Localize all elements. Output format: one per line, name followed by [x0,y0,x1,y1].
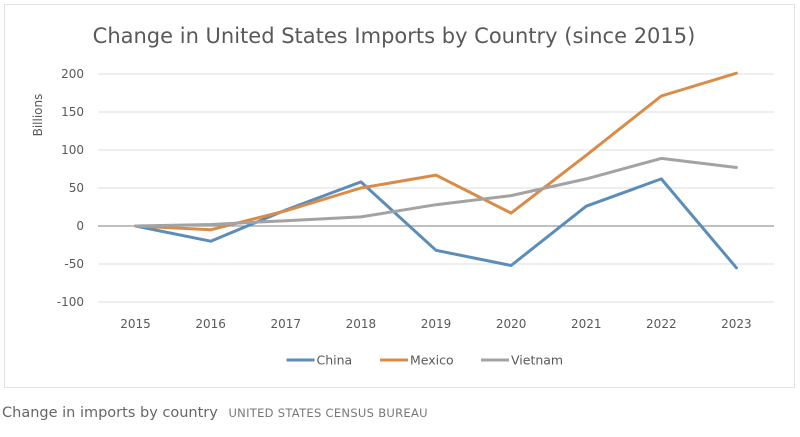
chart-title: Change in United States Imports by Count… [93,24,696,48]
x-tick-label: 2019 [421,317,452,331]
legend-label: Vietnam [511,353,563,368]
x-tick-label: 2018 [346,317,377,331]
series-line-vietnam [134,156,738,228]
figure-caption: Change in imports by country United Stat… [2,405,428,421]
y-tick-label: -50 [64,257,84,271]
legend-item-china: China [286,353,353,368]
y-tick-label: 0 [76,219,84,233]
legend-label: China [317,353,353,368]
gridlines [98,73,774,303]
x-tick-label: 2022 [646,317,677,331]
x-tick-label: 2017 [271,317,302,331]
legend-label: Mexico [410,353,454,368]
y-tick-label: 200 [61,67,84,81]
y-axis-label: Billions [31,94,45,137]
legend-item-mexico: Mexico [380,353,454,368]
chart-container [4,4,795,388]
y-axis-ticks: 200 150 100 50 0 -50 -100 [57,67,84,309]
y-tick-label: -100 [57,295,84,309]
caption-text: Change in imports by country [2,405,218,421]
legend-item-vietnam: Vietnam [481,353,563,368]
series-line-china [134,177,738,270]
y-tick-label: 100 [61,143,84,157]
x-tick-label: 2016 [195,317,226,331]
x-tick-label: 2021 [571,317,602,331]
x-tick-label: 2015 [120,317,151,331]
y-tick-label: 50 [69,181,84,195]
y-tick-label: 150 [61,105,84,119]
caption-credit: United States Census Bureau [228,406,428,420]
x-tick-label: 2020 [496,317,527,331]
x-tick-label: 2023 [721,317,752,331]
legend: China Mexico Vietnam [286,353,563,368]
x-axis-ticks: 2015 2016 2017 2018 2019 2020 2021 2022 2023 [120,317,751,331]
series-line-mexico [134,71,738,232]
series-lines [134,71,738,270]
